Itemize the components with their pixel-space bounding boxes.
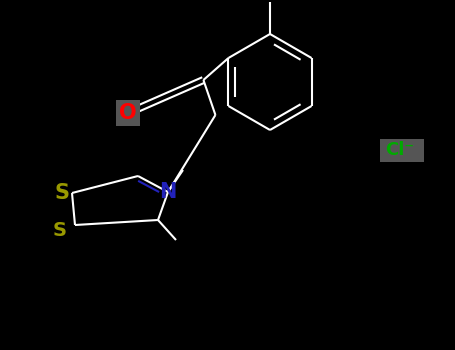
Text: Cl⁻: Cl⁻ (385, 141, 415, 159)
Text: S: S (53, 220, 67, 239)
Text: N: N (159, 182, 177, 202)
Text: O: O (119, 103, 137, 123)
FancyBboxPatch shape (380, 139, 424, 162)
Text: S: S (55, 183, 70, 203)
